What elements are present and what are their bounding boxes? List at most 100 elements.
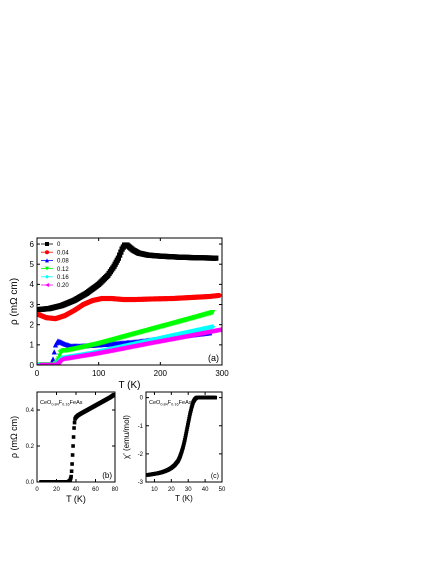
x-tick-label: 30 [185, 487, 192, 493]
data-point [184, 431, 188, 436]
x-axis-label: T (K) [66, 494, 86, 504]
data-point [71, 444, 75, 448]
legend-marker [45, 266, 49, 271]
legend-label: 0.08 [57, 259, 69, 265]
series-b-0 [39, 392, 115, 482]
y-axis-label: ρ (mΩ cm) [9, 416, 19, 458]
data-point [112, 392, 115, 397]
data-point [216, 292, 222, 299]
x-tick-label: 50 [219, 487, 226, 493]
plot-frame [36, 237, 223, 366]
data-point [183, 433, 188, 438]
legend-marker [45, 258, 49, 263]
y-tick-label: 2 [30, 320, 35, 329]
data-point [184, 429, 189, 434]
data-point [68, 476, 73, 481]
compound-annotation: CeO0.84F0.16FeAs [149, 400, 192, 407]
chart-panel-c: 10 20 30 40 50 -3 -2 -1 0 T (K) χ' (emu/mol) (c) CeO… [122, 391, 226, 503]
data-point [186, 421, 191, 425]
x-tick-label: 100 [92, 369, 106, 378]
data-point [70, 462, 74, 466]
y-tick-label: -1 [138, 424, 144, 430]
plot-area [146, 395, 218, 477]
data-point [72, 426, 76, 430]
compound-annotation: CeO0.84F0.16FeAs [40, 400, 83, 407]
legend-marker [45, 283, 49, 287]
y-axis-label: χ' (emu/mol) [122, 415, 131, 459]
compound-subscript: 0.16 [62, 403, 69, 407]
x-tick-label: 0 [35, 369, 40, 378]
plot-frame [145, 391, 223, 483]
y-tick-label: 0 [30, 361, 35, 370]
x-tick-label: 80 [112, 487, 119, 493]
panel-label: (c) [211, 473, 219, 480]
x-tick-label: 20 [53, 487, 60, 493]
data-point [117, 252, 123, 258]
data-point [185, 425, 190, 429]
x-tick-label: 200 [154, 369, 168, 378]
legend-label: 0.04 [57, 250, 69, 256]
plot-area [39, 392, 115, 482]
compound-part: F [59, 400, 63, 406]
y-tick-label: 0 [140, 396, 144, 402]
data-point [213, 395, 218, 400]
y-tick-label: -3 [138, 480, 144, 486]
data-point [210, 324, 216, 330]
y-tick-label: 5 [30, 260, 35, 269]
data-point [50, 356, 56, 362]
legend-marker [45, 274, 49, 279]
data-point [72, 420, 77, 425]
legend-marker [45, 250, 49, 255]
y-tick-label: 1 [30, 341, 35, 350]
y-axis-label: ρ (mΩ cm) [9, 278, 20, 325]
x-axis-label: T (K) [118, 380, 140, 391]
series-a-1 [37, 292, 222, 322]
data-point [71, 435, 76, 439]
data-point [69, 474, 73, 479]
compound-subscript: 0.84 [160, 403, 168, 407]
series-c-0 [146, 395, 218, 477]
legend-label: 0.16 [57, 275, 69, 281]
y-tick-label: 6 [30, 240, 35, 249]
data-point [115, 255, 121, 261]
plot-area [37, 242, 222, 365]
legend: 0 0.04 0.08 0.12 0.16 0.20 [41, 242, 69, 289]
data-point [213, 255, 219, 261]
series-a-5 [37, 327, 222, 365]
data-point [51, 349, 57, 355]
data-point [187, 414, 192, 419]
x-tick-label: 40 [73, 487, 80, 493]
y-tick-label: 0.0 [26, 480, 35, 486]
legend-marker [45, 242, 49, 246]
x-tick-label: 20 [168, 487, 175, 493]
y-tick-label: 3 [30, 300, 35, 309]
compound-subscript: 0.84 [51, 403, 59, 407]
x-tick-label: 10 [151, 487, 158, 493]
data-point [185, 427, 189, 432]
data-point [183, 435, 188, 440]
y-tick-label: 0.2 [26, 444, 35, 450]
x-tick-label: 40 [202, 487, 209, 493]
data-point [187, 416, 191, 421]
compound-part: CeO [149, 400, 161, 406]
data-point [118, 249, 124, 255]
data-point [70, 453, 75, 457]
compound-part: CeO [40, 400, 52, 406]
y-tick-label: 4 [30, 280, 35, 289]
compound-part: FeAs [70, 400, 83, 406]
x-tick-label: 60 [92, 487, 99, 493]
legend-label: 0.20 [57, 283, 69, 289]
data-point [183, 438, 187, 442]
x-axis-label: T (K) [175, 494, 193, 503]
y-tick-label: 0.4 [26, 408, 35, 414]
data-point [186, 423, 190, 427]
chart-panel-b: 0 20 40 60 800.00.20.4T (K)ρ (mΩ cm)(b)CeO0.… [9, 391, 119, 504]
x-tick-label: 300 [215, 369, 229, 378]
legend-label: 0.12 [57, 267, 69, 273]
compound-part: F [168, 400, 172, 406]
data-point [216, 327, 222, 333]
panel-label: (a) [208, 353, 219, 363]
panel-label: (b) [102, 471, 112, 480]
